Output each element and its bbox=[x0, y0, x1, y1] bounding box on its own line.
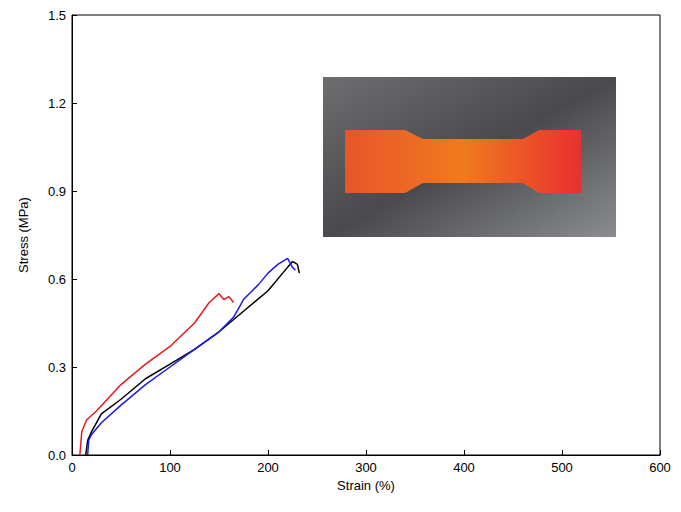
svg-text:1.5: 1.5 bbox=[48, 8, 66, 23]
svg-text:Strain (%): Strain (%) bbox=[337, 478, 395, 493]
svg-text:Stress (MPa): Stress (MPa) bbox=[16, 197, 31, 273]
svg-text:400: 400 bbox=[453, 460, 475, 475]
svg-text:0: 0 bbox=[68, 460, 75, 475]
svg-text:1.2: 1.2 bbox=[48, 96, 66, 111]
svg-text:300: 300 bbox=[355, 460, 377, 475]
svg-text:500: 500 bbox=[551, 460, 573, 475]
svg-text:0.9: 0.9 bbox=[48, 184, 66, 199]
svg-text:600: 600 bbox=[649, 460, 671, 475]
svg-text:0.0: 0.0 bbox=[48, 448, 66, 463]
svg-text:0.3: 0.3 bbox=[48, 360, 66, 375]
svg-text:200: 200 bbox=[257, 460, 279, 475]
svg-text:100: 100 bbox=[159, 460, 181, 475]
svg-text:0.6: 0.6 bbox=[48, 272, 66, 287]
